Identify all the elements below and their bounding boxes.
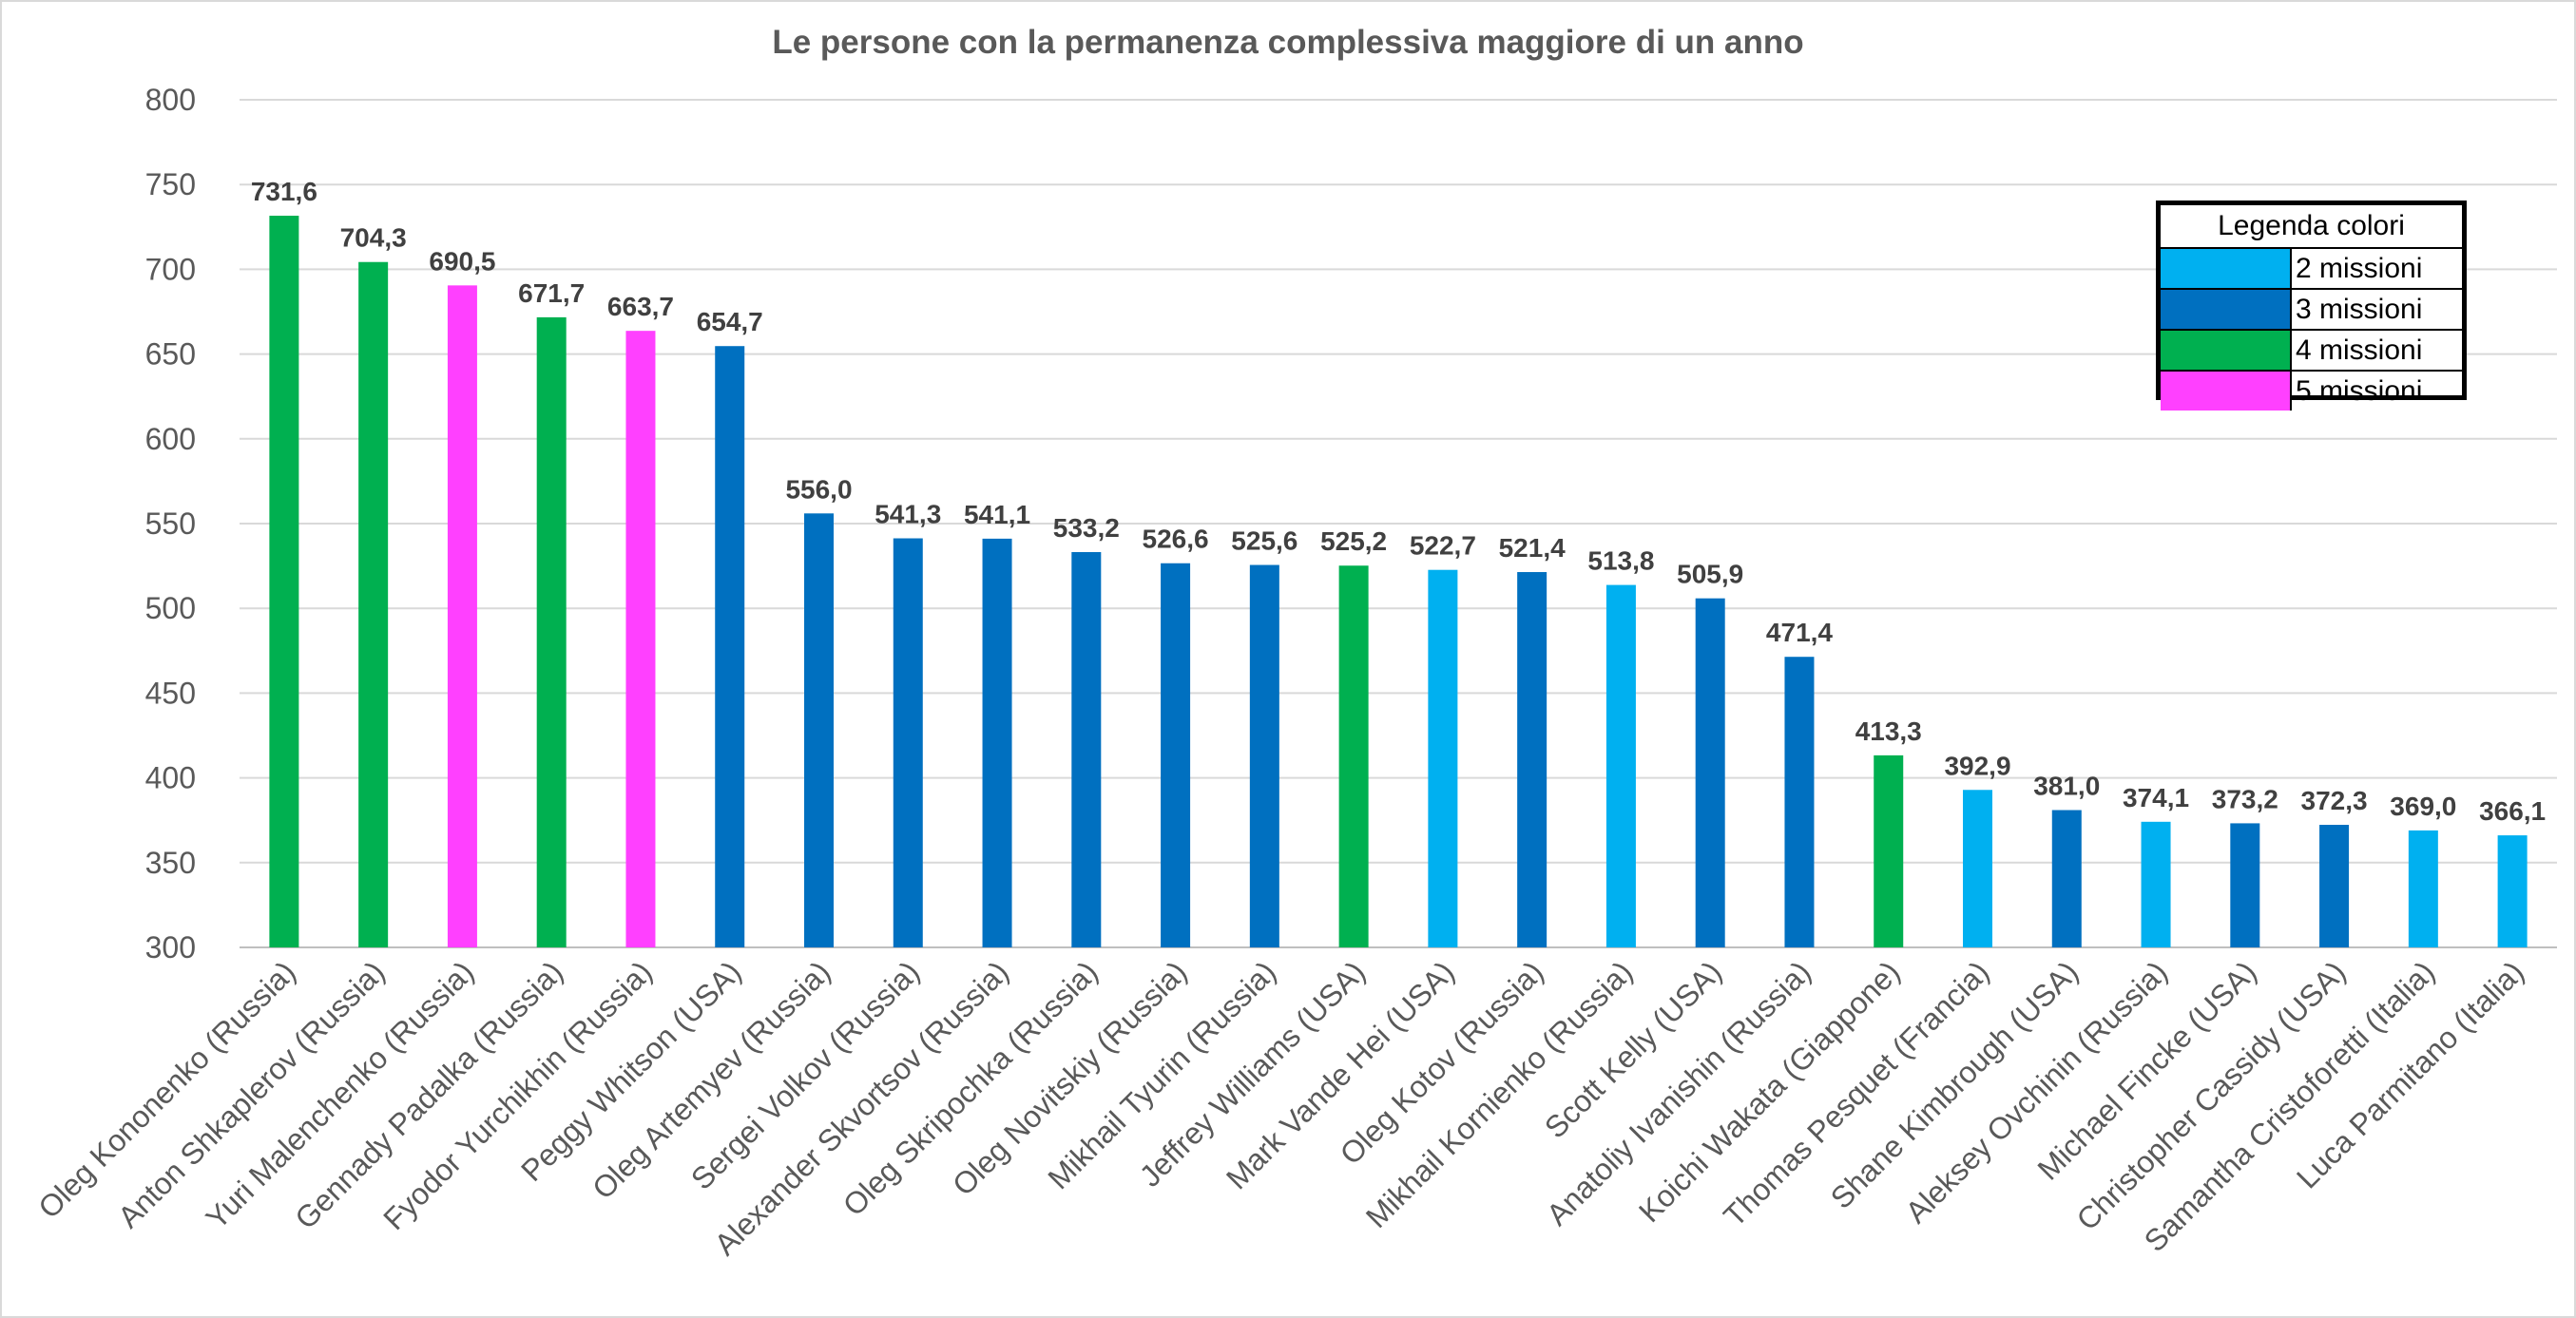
bar bbox=[358, 261, 389, 948]
data-label: 381,0 bbox=[2033, 771, 2100, 800]
data-label: 513,8 bbox=[1587, 546, 1654, 576]
legend-label: 5 missioni bbox=[2290, 372, 2462, 411]
data-label: 525,2 bbox=[1320, 526, 1387, 556]
bar bbox=[1517, 572, 1548, 947]
legend-label: 2 missioni bbox=[2290, 249, 2462, 288]
data-label: 654,7 bbox=[697, 307, 763, 336]
bar bbox=[269, 216, 299, 947]
bar bbox=[1428, 569, 1458, 947]
legend-label: 4 missioni bbox=[2290, 331, 2462, 370]
bar bbox=[536, 316, 567, 947]
bar bbox=[1071, 551, 1102, 947]
bar bbox=[1784, 657, 1815, 947]
bar bbox=[715, 346, 745, 947]
bar bbox=[1338, 565, 1369, 947]
data-label: 372,3 bbox=[2301, 786, 2368, 815]
bar bbox=[625, 331, 656, 948]
bar bbox=[893, 538, 923, 947]
data-label: 413,3 bbox=[1855, 716, 1922, 746]
bar bbox=[804, 513, 834, 947]
data-label: 471,4 bbox=[1766, 618, 1833, 647]
bar bbox=[2319, 825, 2350, 947]
y-tick-label: 350 bbox=[145, 846, 196, 880]
data-label: 533,2 bbox=[1053, 513, 1120, 543]
y-tick-label: 800 bbox=[145, 83, 196, 117]
legend-swatch bbox=[2161, 290, 2290, 329]
bar bbox=[2408, 830, 2438, 947]
legend-item: 5 missioni bbox=[2161, 370, 2462, 411]
y-tick-label: 550 bbox=[145, 506, 196, 541]
data-label: 521,4 bbox=[1499, 533, 1566, 563]
bar bbox=[447, 285, 477, 947]
data-label: 525,6 bbox=[1231, 526, 1298, 556]
data-label: 369,0 bbox=[2390, 792, 2456, 821]
legend-item: 3 missioni bbox=[2161, 288, 2462, 329]
data-label: 731,6 bbox=[251, 177, 317, 206]
bar bbox=[1249, 564, 1279, 947]
bar bbox=[982, 538, 1012, 947]
data-label: 373,2 bbox=[2212, 784, 2278, 813]
y-tick-label: 650 bbox=[145, 337, 196, 372]
legend-swatch bbox=[2161, 331, 2290, 370]
bar bbox=[1605, 584, 1636, 947]
y-tick-label: 700 bbox=[145, 252, 196, 286]
bar bbox=[1161, 563, 1191, 947]
data-label: 541,1 bbox=[964, 500, 1030, 529]
y-tick-label: 600 bbox=[145, 422, 196, 456]
bar bbox=[2497, 835, 2528, 947]
data-label: 541,3 bbox=[875, 500, 941, 529]
y-tick-label: 450 bbox=[145, 676, 196, 710]
legend-label: 3 missioni bbox=[2290, 290, 2462, 329]
data-label: 690,5 bbox=[429, 246, 495, 276]
legend-item: 2 missioni bbox=[2161, 247, 2462, 288]
data-label: 663,7 bbox=[607, 292, 674, 321]
y-tick-label: 400 bbox=[145, 761, 196, 795]
bar bbox=[2051, 810, 2082, 947]
legend-swatch bbox=[2161, 249, 2290, 288]
bar bbox=[2141, 821, 2171, 947]
chart-legend: Legenda colori 2 missioni 3 missioni 4 mis… bbox=[2156, 201, 2467, 411]
bar bbox=[1963, 790, 1992, 947]
bar bbox=[2230, 823, 2260, 947]
data-label: 505,9 bbox=[1677, 560, 1743, 589]
legend-swatch bbox=[2161, 372, 2290, 411]
bar bbox=[1695, 598, 1725, 947]
legend-item: 4 missioni bbox=[2161, 329, 2462, 370]
y-tick-label: 300 bbox=[145, 930, 196, 965]
y-tick-label: 750 bbox=[145, 167, 196, 201]
data-label: 526,6 bbox=[1143, 525, 1209, 554]
data-label: 366,1 bbox=[2479, 796, 2546, 826]
y-tick-label: 500 bbox=[145, 591, 196, 625]
data-label: 671,7 bbox=[518, 278, 585, 308]
bar bbox=[1874, 755, 1904, 947]
data-label: 704,3 bbox=[340, 223, 407, 253]
legend-title: Legenda colori bbox=[2218, 210, 2405, 241]
data-label: 556,0 bbox=[785, 474, 852, 504]
data-label: 522,7 bbox=[1410, 531, 1476, 561]
data-label: 392,9 bbox=[1944, 751, 2010, 780]
data-label: 374,1 bbox=[2123, 783, 2189, 812]
chart-title: Le persone con la permanenza complessiva… bbox=[772, 24, 1803, 61]
